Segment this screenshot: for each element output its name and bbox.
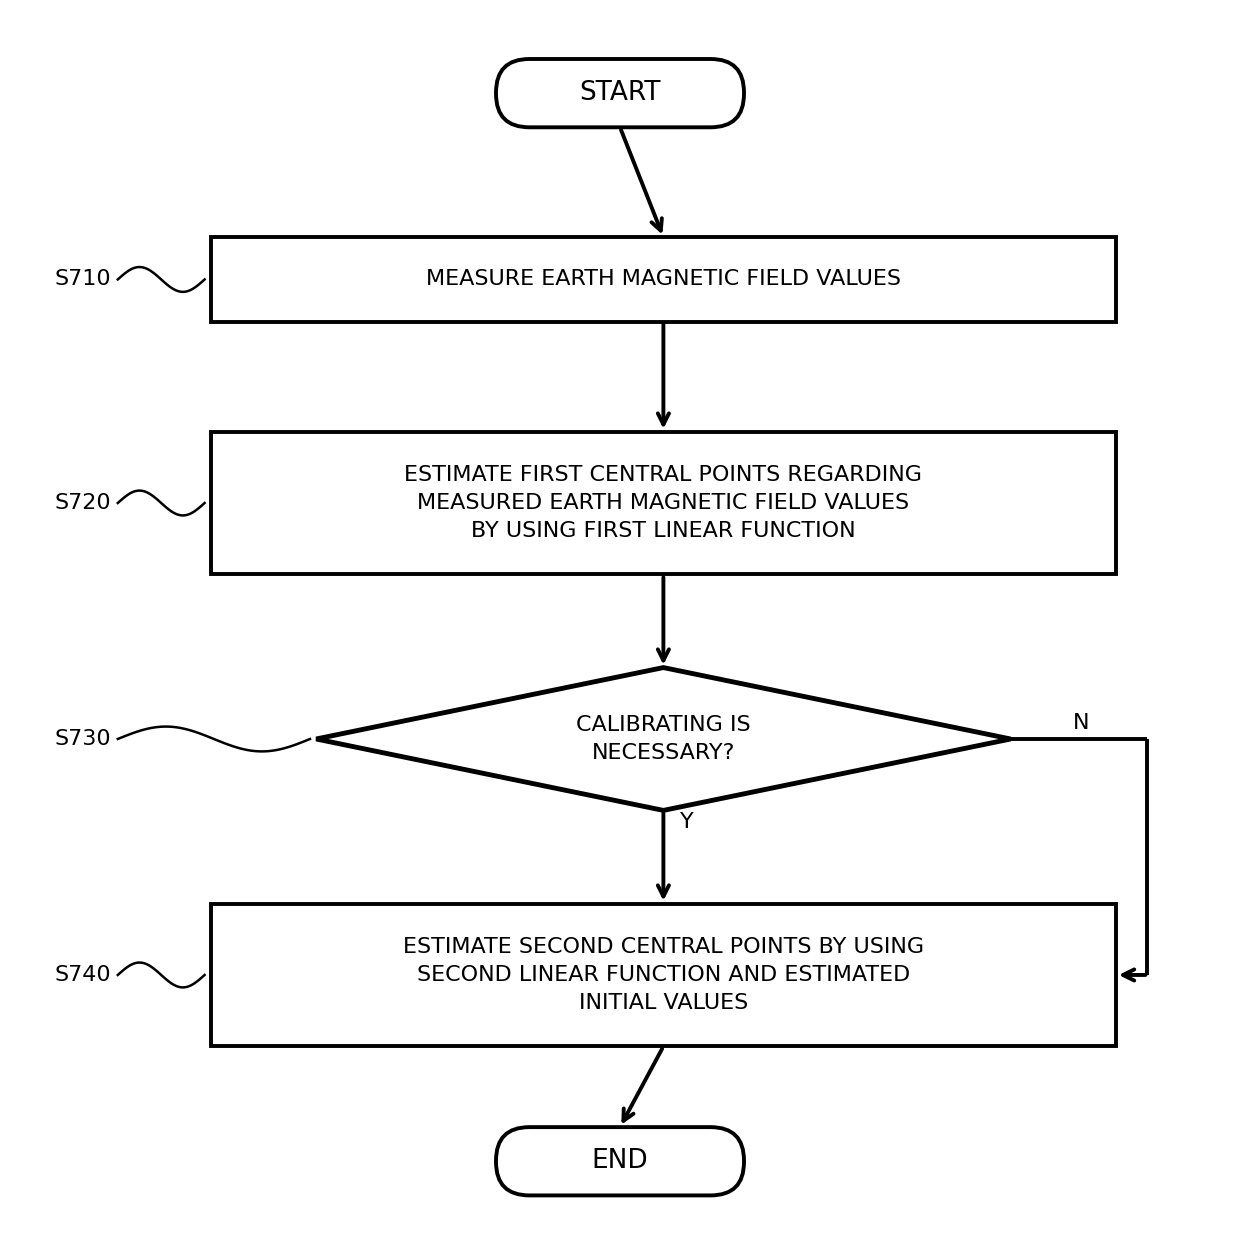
Text: N: N — [1073, 713, 1089, 733]
Text: Y: Y — [680, 812, 693, 832]
Text: S720: S720 — [55, 493, 112, 513]
Text: END: END — [591, 1149, 649, 1174]
Text: S710: S710 — [55, 270, 112, 289]
FancyBboxPatch shape — [496, 58, 744, 127]
Text: S740: S740 — [55, 965, 112, 985]
Bar — [211, 432, 1116, 574]
Bar — [211, 237, 1116, 322]
Text: S730: S730 — [55, 729, 112, 749]
FancyBboxPatch shape — [496, 1128, 744, 1195]
Text: MEASURE EARTH MAGNETIC FIELD VALUES: MEASURE EARTH MAGNETIC FIELD VALUES — [425, 270, 901, 289]
Polygon shape — [316, 667, 1011, 810]
Text: ESTIMATE SECOND CENTRAL POINTS BY USING
SECOND LINEAR FUNCTION AND ESTIMATED
INI: ESTIMATE SECOND CENTRAL POINTS BY USING … — [403, 936, 924, 1013]
Text: START: START — [579, 81, 661, 106]
Bar — [211, 904, 1116, 1046]
Text: CALIBRATING IS
NECESSARY?: CALIBRATING IS NECESSARY? — [577, 715, 750, 763]
Text: ESTIMATE FIRST CENTRAL POINTS REGARDING
MEASURED EARTH MAGNETIC FIELD VALUES
BY : ESTIMATE FIRST CENTRAL POINTS REGARDING … — [404, 465, 923, 542]
